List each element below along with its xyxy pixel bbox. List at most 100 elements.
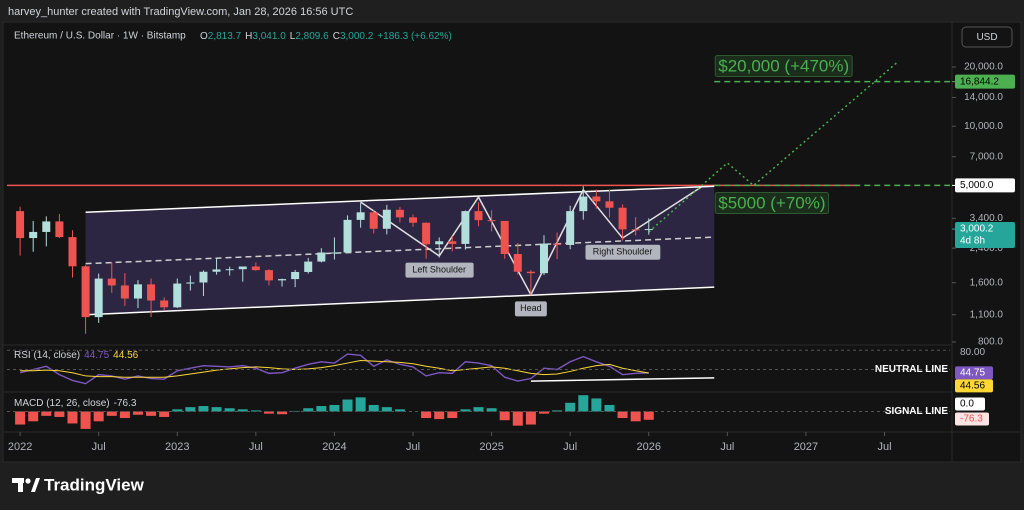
histogram-bar bbox=[41, 411, 52, 416]
candle-body bbox=[225, 269, 234, 271]
candle-body bbox=[68, 237, 77, 267]
logo-text: TradingView bbox=[44, 475, 145, 494]
logo-shape bbox=[25, 478, 31, 484]
histogram-bar bbox=[355, 397, 366, 412]
candle-body bbox=[343, 219, 352, 253]
histogram-bar bbox=[93, 411, 104, 422]
histogram-bar bbox=[54, 411, 65, 417]
histogram-bar bbox=[486, 408, 497, 412]
candle-body bbox=[107, 278, 116, 286]
value-box bbox=[955, 397, 985, 411]
candle-body bbox=[94, 278, 103, 318]
histogram-bar bbox=[342, 399, 353, 412]
rsi-line bbox=[20, 359, 649, 378]
ohlc-value: 2,813.7 bbox=[208, 31, 242, 42]
histogram-bar bbox=[591, 398, 602, 412]
histogram-bar bbox=[198, 406, 209, 412]
histogram-bar bbox=[630, 411, 641, 422]
candle-body bbox=[579, 196, 588, 212]
histogram-bar bbox=[80, 411, 91, 429]
candle-body bbox=[278, 279, 287, 281]
histogram-bar bbox=[434, 411, 445, 420]
x-tick-label: 2027 bbox=[794, 441, 818, 453]
annotation: SIGNAL LINE bbox=[885, 406, 948, 417]
pattern-label: Left Shoulder bbox=[412, 264, 466, 274]
target-label: $20,000 (+470%) bbox=[718, 56, 849, 75]
candle-body bbox=[566, 211, 575, 245]
histogram-bar bbox=[172, 409, 183, 412]
candle-body bbox=[605, 201, 614, 208]
candle-body bbox=[644, 229, 653, 231]
candle-body bbox=[382, 209, 391, 229]
trend-line bbox=[85, 286, 715, 316]
indicator-legend: MACD (12, 26, close) -76.3 bbox=[14, 398, 137, 409]
x-tick-label: Jul bbox=[92, 441, 106, 453]
histogram-bar bbox=[303, 408, 314, 412]
y-tick-label: 3,400.0 bbox=[970, 213, 1004, 224]
target-label-box bbox=[714, 54, 853, 77]
price-label: 5,000.0 bbox=[960, 180, 994, 191]
x-tick-label: 2026 bbox=[637, 441, 661, 453]
candle-body bbox=[435, 241, 444, 245]
y-tick-label: 7,000.0 bbox=[970, 151, 1004, 162]
candle-body bbox=[55, 221, 64, 238]
histogram-bar bbox=[525, 411, 536, 425]
candle-body bbox=[448, 241, 457, 244]
candle-body bbox=[422, 222, 431, 245]
indicator-title: RSI (14, close) bbox=[14, 350, 80, 361]
candle-body bbox=[330, 252, 339, 254]
target-label: $5000 (+70%) bbox=[718, 194, 825, 213]
histogram-bar bbox=[224, 408, 235, 412]
indicator-title: MACD (12, 26, close) bbox=[14, 398, 110, 409]
x-tick-label: 2025 bbox=[479, 441, 503, 453]
histogram-bar bbox=[277, 411, 288, 415]
rsi-line bbox=[19, 353, 649, 385]
candle-body bbox=[369, 212, 378, 229]
y-tick-label: 1,100.0 bbox=[970, 309, 1004, 320]
histogram-bar bbox=[106, 411, 117, 416]
change: +186.3 (+6.62%) bbox=[377, 31, 452, 42]
y-tick-label: 80.00 bbox=[960, 347, 985, 358]
x-tick-label: Jul bbox=[877, 441, 891, 453]
ohlc-value: 3,041.0 bbox=[252, 31, 286, 42]
histogram-bar bbox=[185, 407, 196, 412]
currency[interactable]: USD bbox=[976, 32, 997, 43]
x-tick-label: Jul bbox=[406, 441, 420, 453]
ohlc-key: C bbox=[333, 31, 340, 42]
pattern-label: Head bbox=[520, 303, 542, 313]
histogram-bar bbox=[211, 407, 222, 412]
candle-body bbox=[186, 282, 195, 284]
candle-body bbox=[133, 284, 142, 299]
ohlc-key: H bbox=[245, 31, 252, 42]
y-tick-label: 800.0 bbox=[978, 337, 1003, 348]
countdown: 4d 8h bbox=[960, 236, 985, 247]
candle-body bbox=[631, 229, 640, 231]
candle-body bbox=[513, 254, 522, 272]
annotation: NEUTRAL LINE bbox=[875, 364, 948, 375]
ohlc-key: L bbox=[290, 31, 296, 42]
candle-body bbox=[592, 196, 601, 202]
pattern-label: Right Shoulder bbox=[593, 246, 653, 256]
candle-body bbox=[251, 266, 260, 271]
y-tick-label: 1,600.0 bbox=[970, 277, 1004, 288]
pattern-label-box bbox=[514, 301, 547, 317]
candle-body bbox=[356, 212, 365, 220]
histogram-bar bbox=[368, 404, 379, 412]
value-box bbox=[955, 366, 993, 380]
legend-value: 44.56 bbox=[113, 350, 138, 361]
candle-body bbox=[461, 211, 470, 244]
candle-body bbox=[553, 243, 562, 245]
value-box bbox=[955, 379, 993, 393]
currency-button[interactable] bbox=[961, 26, 1013, 48]
ohlc-value: 3,000.2 bbox=[340, 31, 374, 42]
histogram-bar bbox=[119, 411, 130, 419]
x-tick-label: 2024 bbox=[322, 441, 346, 453]
histogram-bar bbox=[316, 406, 327, 412]
histogram-bar bbox=[499, 411, 510, 421]
histogram-bar bbox=[421, 411, 432, 419]
candle-body bbox=[160, 300, 169, 308]
histogram-bar bbox=[538, 411, 549, 414]
histogram-bar bbox=[146, 411, 157, 416]
x-tick-label: Jul bbox=[563, 441, 577, 453]
plot bbox=[7, 61, 950, 429]
